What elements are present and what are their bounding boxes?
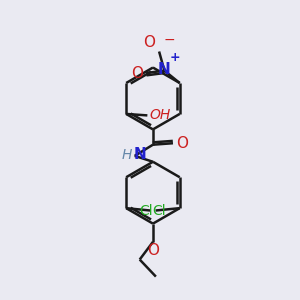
Text: O: O bbox=[144, 35, 156, 50]
Text: Cl: Cl bbox=[153, 203, 166, 218]
Text: N: N bbox=[158, 62, 171, 77]
Text: Cl: Cl bbox=[140, 203, 153, 218]
Text: O: O bbox=[131, 65, 143, 80]
Text: O: O bbox=[176, 136, 188, 151]
Text: +: + bbox=[170, 51, 181, 64]
Text: H: H bbox=[122, 148, 132, 162]
Text: N: N bbox=[134, 147, 146, 162]
Text: −: − bbox=[163, 33, 175, 47]
Text: O: O bbox=[147, 243, 159, 258]
Text: OH: OH bbox=[149, 108, 170, 122]
